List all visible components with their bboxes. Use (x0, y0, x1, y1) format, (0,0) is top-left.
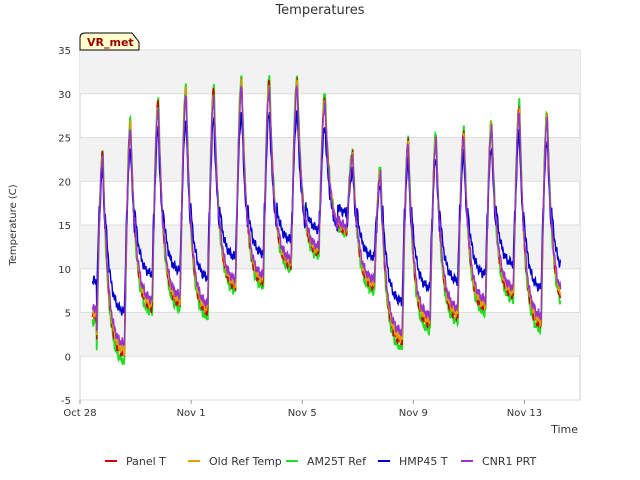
x-tick-label: Nov 5 (288, 408, 317, 419)
x-axis-label: Time (550, 423, 578, 436)
y-tick-label: 30 (58, 90, 71, 101)
y-axis-label: Temperature (C) (8, 184, 19, 266)
grid-band (80, 225, 580, 269)
x-tick-label: Oct 28 (63, 408, 96, 419)
grid-band (80, 312, 580, 357)
y-tick-label: 20 (58, 177, 71, 188)
legend-label: AM25T Ref (307, 455, 367, 468)
x-tick-label: Nov 13 (507, 408, 542, 419)
grid-bands (80, 50, 580, 357)
series-line-cnr1-prt (91, 84, 562, 347)
series-line-hmp45-t (91, 108, 562, 316)
y-tick-label: 0 (65, 352, 71, 363)
y-tick-label: 5 (65, 309, 71, 320)
legend-label: HMP45 T (399, 455, 448, 468)
y-tick-label: 25 (58, 134, 71, 145)
y-tick-label: 10 (58, 265, 71, 276)
station-badge: VR_met (79, 32, 140, 51)
chart-title: Temperatures (274, 3, 364, 18)
y-tick-label: 35 (58, 46, 71, 57)
x-tick-label: Nov 9 (399, 408, 428, 419)
x-tick-label: Nov 1 (177, 408, 206, 419)
station-badge-label: VR_met (87, 36, 134, 49)
legend-label: Panel T (126, 455, 166, 468)
legend-label: CNR1 PRT (482, 455, 537, 468)
series-lines (91, 75, 562, 366)
legend: Panel T Old Ref Temp AM25T Ref HMP45 T CNR1 … (105, 455, 537, 468)
y-tick-label: 15 (58, 221, 71, 232)
x-axis-ticks: Oct 28 Nov 1 Nov 5 Nov 9 Nov 13 (63, 400, 542, 419)
y-tick-label: -5 (61, 396, 71, 407)
y-axis-ticks: -5 0 5 10 15 20 25 30 35 (58, 46, 71, 407)
legend-label: Old Ref Temp (209, 455, 282, 468)
grid-band (80, 50, 580, 94)
